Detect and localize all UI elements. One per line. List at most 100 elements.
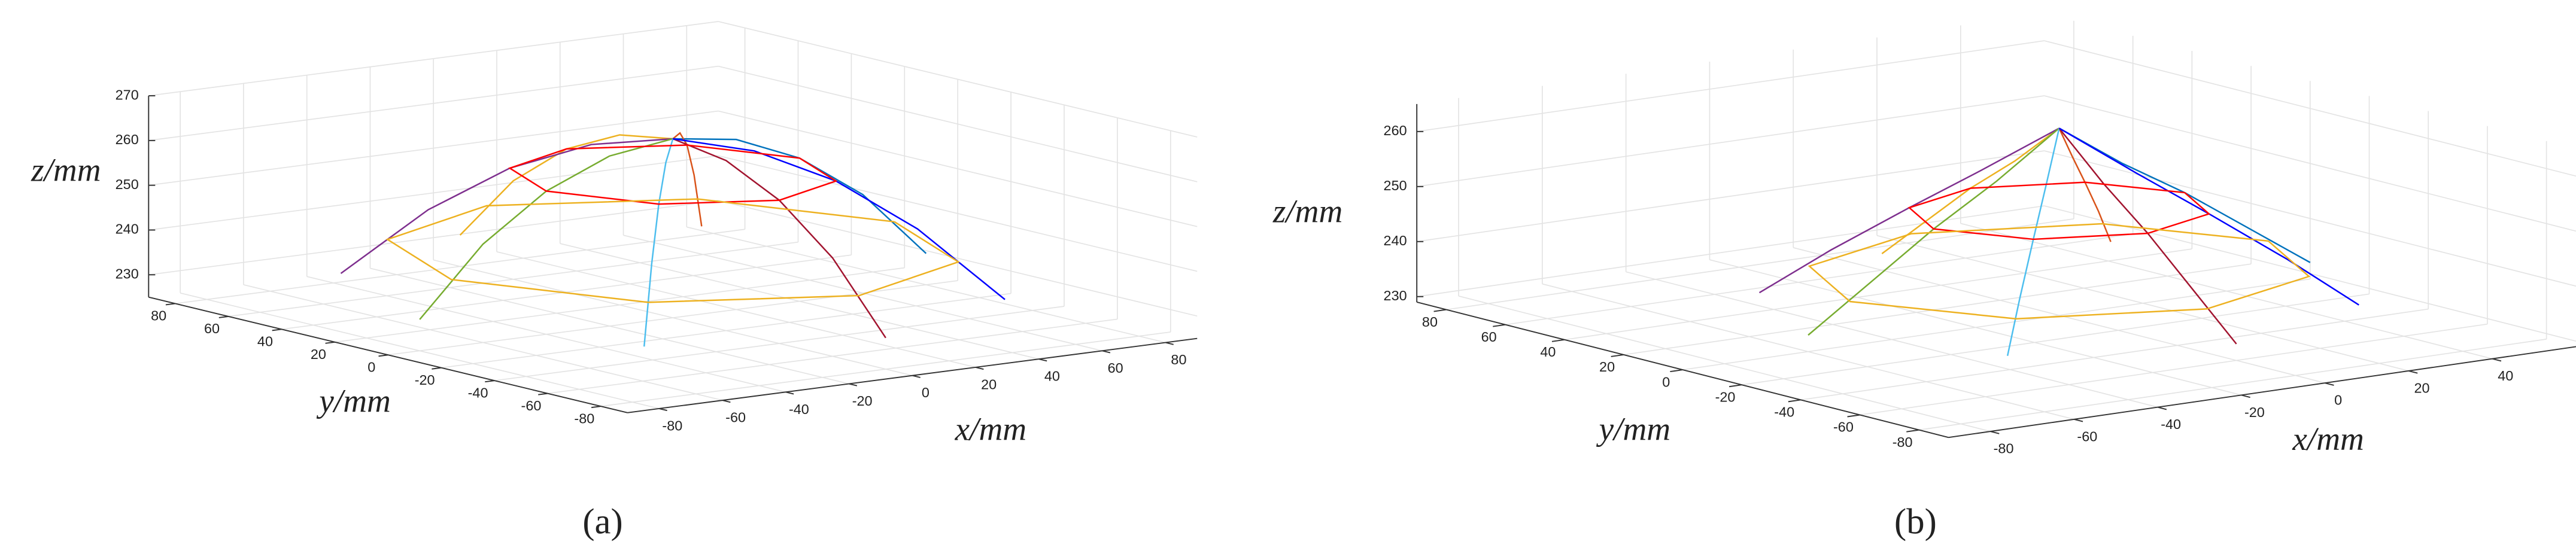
tick-mark [2241, 394, 2250, 398]
y-axis-line [1416, 302, 1949, 439]
grid-line [148, 155, 719, 231]
caption: (a) [582, 501, 622, 541]
x-axis-line [1948, 346, 2576, 439]
y-tick-label: 0 [367, 359, 375, 375]
tick-mark [1906, 429, 1919, 433]
grid-line [1919, 339, 2547, 431]
grid-line [1417, 95, 2045, 187]
z-tick-label: 260 [1384, 123, 1407, 138]
x-tick-label: 80 [1171, 352, 1186, 367]
x-tick-label: -20 [852, 393, 873, 409]
x-tick-label: 20 [981, 376, 997, 392]
tick-mark [1990, 431, 2000, 434]
grid-line [1682, 278, 2310, 370]
grid-line [1417, 40, 2045, 132]
y-tick-label: -20 [415, 372, 435, 388]
grid-line [281, 254, 852, 330]
y-tick-label: -40 [1774, 404, 1794, 420]
x-axis-label: x/mm [955, 411, 1026, 448]
x-tick-label: -60 [725, 410, 746, 425]
z-tick-label: 250 [116, 176, 139, 192]
grid-line [228, 241, 798, 317]
x-tick-label: -40 [2161, 416, 2181, 432]
x-axis-label: x/mm [2292, 421, 2364, 457]
grid-line [148, 200, 719, 276]
grid-line [175, 229, 745, 305]
x-tick-label: 60 [1108, 360, 1123, 376]
tick-mark [1433, 309, 1447, 312]
x-tick-label: 0 [922, 385, 929, 400]
grid-line [718, 65, 1198, 182]
y-tick-label: -20 [1715, 389, 1736, 404]
x-tick-label: -80 [662, 418, 682, 433]
grid-line [1505, 233, 2133, 325]
grid-line [2044, 150, 2576, 287]
tick-mark [1551, 339, 1565, 342]
data-line [673, 138, 1006, 300]
data-line [1808, 127, 2060, 336]
tick-mark [1670, 369, 1683, 373]
y-tick-label: 80 [151, 308, 166, 324]
x-tick-label: 20 [2414, 380, 2429, 395]
grid-line [148, 21, 719, 96]
caption: (b) [1894, 501, 1937, 541]
grid-line [1417, 205, 2045, 297]
y-tick-label: 20 [1599, 359, 1615, 375]
tick-mark [2074, 418, 2083, 422]
z-tick-label: 270 [116, 87, 139, 102]
y-axis-label: y/mm [1596, 411, 1670, 448]
tick-mark [1729, 384, 1742, 388]
grid-line [148, 65, 719, 141]
tick-mark [1788, 399, 1801, 403]
grid-line [1623, 263, 2252, 355]
x-axis-line [627, 337, 1198, 413]
y-tick-label: -60 [521, 398, 542, 413]
data-line [643, 138, 674, 347]
data-line [1808, 223, 2311, 320]
data-line [2006, 128, 2060, 356]
x-tick-label: 0 [2334, 392, 2342, 408]
grid-line [718, 155, 1198, 272]
grid-line [1564, 248, 2192, 340]
grid-line [1741, 293, 2370, 386]
grid-line [441, 293, 1011, 369]
z-tick-label: 230 [1384, 288, 1407, 303]
grid-line [335, 267, 905, 343]
x-tick-label: 40 [2498, 368, 2513, 383]
x-tick-label: -40 [789, 401, 809, 417]
tick-mark [1493, 324, 1506, 327]
x-tick-label: -20 [2244, 404, 2265, 420]
grid-line [547, 318, 1118, 394]
grid-line [1417, 150, 2045, 242]
grid-line [494, 306, 1065, 381]
y-tick-label: 40 [257, 334, 273, 349]
x-tick-label: -60 [2077, 428, 2097, 444]
grid-line [1860, 323, 2488, 416]
grid-line [2044, 95, 2576, 232]
y-tick-label: 40 [1540, 344, 1556, 360]
data-line [672, 138, 886, 339]
y-tick-label: -60 [1833, 419, 1854, 435]
y-tick-label: -80 [1892, 434, 1913, 450]
y-tick-label: 20 [311, 346, 326, 362]
y-tick-label: 80 [1422, 314, 1438, 330]
x-tick-label: -80 [1994, 441, 2014, 456]
tick-mark [2492, 358, 2502, 362]
z-tick-label: 230 [116, 266, 139, 281]
y-tick-label: 60 [1481, 329, 1497, 345]
grid-line [718, 21, 1198, 138]
y-axis-line [148, 296, 628, 413]
z-axis-label: z/mm [1272, 193, 1342, 229]
grid-line [718, 110, 1198, 227]
grid-line [148, 110, 719, 186]
y-tick-label: 60 [204, 321, 220, 336]
grid-line [2044, 40, 2576, 177]
y-tick-label: 0 [1662, 374, 1670, 389]
data-line [419, 138, 673, 320]
tick-mark [2325, 382, 2334, 386]
tick-mark [1847, 414, 1860, 418]
y-axis-label: y/mm [316, 383, 390, 419]
z-tick-label: 240 [116, 221, 139, 237]
tick-mark [1611, 354, 1624, 357]
